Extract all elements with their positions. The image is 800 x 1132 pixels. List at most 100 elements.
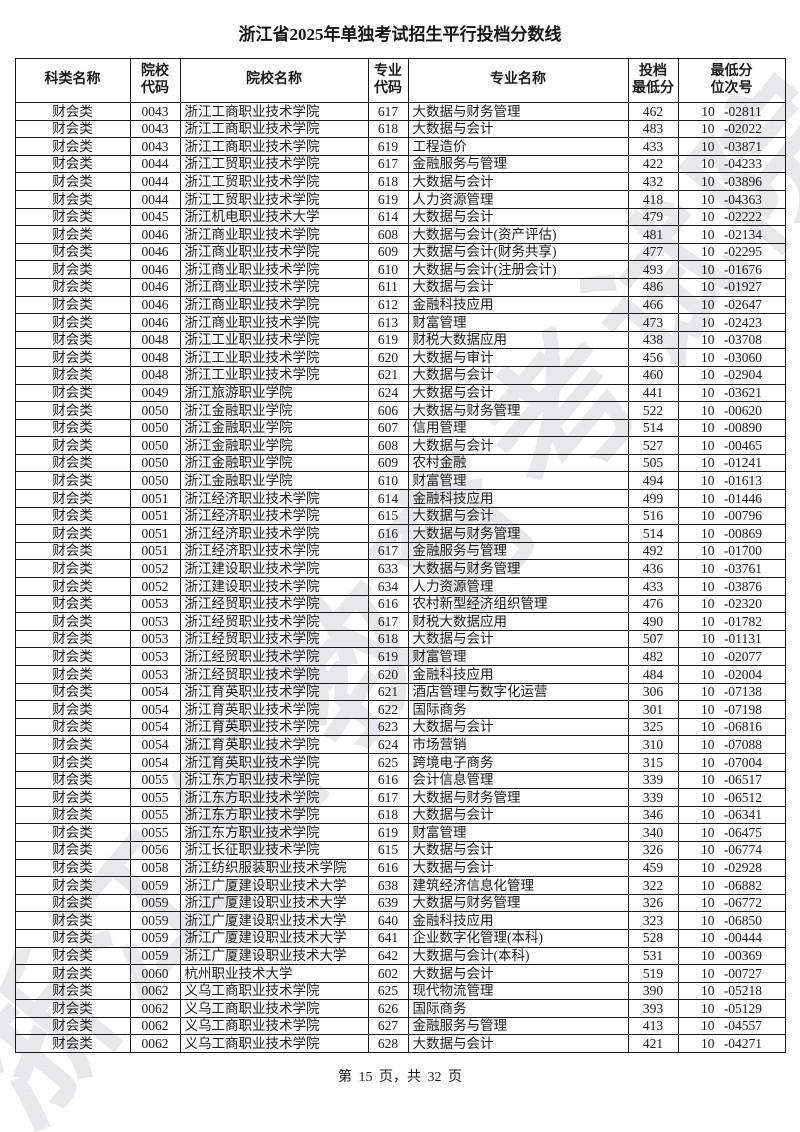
college_code-cell: 0043 (129, 119, 181, 139)
college_name-cell: 浙江旅游职业学院 (179, 383, 369, 403)
major_name-cell: 农村金融 (407, 453, 629, 473)
college_name-cell: 浙江工商职业技术学院 (179, 102, 369, 121)
major_name-cell: 大数据与审计 (407, 348, 629, 367)
major_code-cell: 610 (367, 471, 409, 491)
major_name-cell: 大数据与会计 (407, 365, 629, 385)
major_name-cell: 财富管理 (407, 823, 629, 842)
major_name-cell: 大数据与会计(财务共享) (407, 242, 629, 262)
college_code-cell: 0062 (129, 1016, 181, 1036)
table-row: 财会类 0043 浙江工商职业技术学院 617 大数据与财务管理 462 10 -02811 (14, 102, 786, 121)
min_score-cell: 301 (627, 700, 679, 719)
min_rank-cell: 10 -02423 (677, 313, 786, 332)
college_name-cell: 浙江经济职业技术学院 (179, 524, 369, 543)
college_name-cell: 浙江经济职业技术学院 (179, 541, 369, 561)
major_code-cell: 617 (367, 541, 409, 561)
min_rank-cell: 10 -02295 (677, 242, 786, 262)
college_code-cell: 0051 (129, 524, 181, 543)
category-cell: 财会类 (14, 102, 131, 121)
column-header-min_rank: 最低分 位次号 (677, 58, 786, 103)
college_code-cell: 0046 (129, 242, 181, 262)
college_name-cell: 浙江经贸职业技术学院 (179, 665, 369, 684)
major_code-cell: 613 (367, 313, 409, 332)
major_code-cell: 628 (367, 1034, 409, 1054)
college_name-cell: 浙江经贸职业技术学院 (179, 629, 369, 649)
major_name-cell: 大数据与会计 (407, 840, 629, 860)
college_name-cell: 浙江东方职业技术学院 (179, 805, 369, 825)
category-cell: 财会类 (14, 365, 131, 385)
major_name-cell: 建筑经济信息化管理 (407, 876, 629, 895)
major_code-cell: 618 (367, 629, 409, 649)
major_name-cell: 大数据与财务管理 (407, 893, 629, 913)
college_code-cell: 0049 (129, 383, 181, 403)
college_code-cell: 0052 (129, 559, 181, 579)
column-header-college_code: 院校 代码 (129, 58, 181, 103)
min_rank-cell: 10 -00465 (677, 436, 786, 455)
min_rank-cell: 10 -03876 (677, 577, 786, 596)
table-row: 财会类 0055 浙江东方职业技术学院 618 大数据与会计 346 10 -06341 (14, 805, 786, 825)
college_code-cell: 0046 (129, 277, 181, 297)
college_name-cell: 浙江经贸职业技术学院 (179, 612, 369, 631)
category-cell: 财会类 (14, 189, 131, 209)
college_code-cell: 0055 (129, 823, 181, 842)
min_rank-cell: 10 -07138 (677, 682, 786, 702)
table-row: 财会类 0052 浙江建设职业技术学院 633 大数据与财务管理 436 10 -03761 (14, 559, 786, 579)
major_name-cell: 大数据与会计 (407, 964, 629, 983)
min_score-cell: 466 (627, 295, 679, 315)
college_code-cell: 0051 (129, 506, 181, 526)
major_code-cell: 616 (367, 594, 409, 614)
min_rank-cell: 10 -03621 (677, 383, 786, 403)
college_code-cell: 0050 (129, 401, 181, 420)
min_rank-cell: 10 -06512 (677, 788, 786, 807)
major_code-cell: 626 (367, 999, 409, 1018)
min_rank-cell: 10 -00620 (677, 401, 786, 420)
major_name-cell: 跨境电子商务 (407, 752, 629, 772)
category-cell: 财会类 (14, 893, 131, 913)
major_code-cell: 616 (367, 524, 409, 543)
table-row: 财会类 0059 浙江广厦建设职业技术大学 641 企业数字化管理(本科) 528 10 -… (14, 928, 786, 948)
table-row: 财会类 0048 浙江工业职业技术学院 621 大数据与会计 460 10 -02904 (14, 365, 786, 385)
major_code-cell: 622 (367, 700, 409, 719)
college_code-cell: 0054 (129, 752, 181, 772)
min_score-cell: 528 (627, 928, 679, 948)
category-cell: 财会类 (14, 858, 131, 878)
min_score-cell: 326 (627, 893, 679, 913)
table-row: 财会类 0059 浙江广厦建设职业技术大学 638 建筑经济信息化管理 322 10 -06… (14, 876, 786, 895)
college_code-cell: 0044 (129, 172, 181, 191)
college_name-cell: 浙江育英职业技术学院 (179, 682, 369, 702)
major_name-cell: 金融服务与管理 (407, 154, 629, 174)
min_rank-cell: 10 -06774 (677, 840, 786, 860)
min_rank-cell: 10 -07088 (677, 735, 786, 754)
category-cell: 财会类 (14, 471, 131, 491)
college_name-cell: 浙江建设职业技术学院 (179, 559, 369, 579)
min_rank-cell: 10 -03871 (677, 137, 786, 156)
major_code-cell: 616 (367, 858, 409, 878)
college_name-cell: 浙江金融职业学院 (179, 471, 369, 491)
category-cell: 财会类 (14, 242, 131, 262)
category-cell: 财会类 (14, 805, 131, 825)
column-header-min_score: 投档 最低分 (627, 58, 679, 103)
table-row: 财会类 0056 浙江长征职业技术学院 615 大数据与会计 326 10 -06774 (14, 840, 786, 860)
major_code-cell: 610 (367, 260, 409, 279)
column-header-category: 科类名称 (14, 58, 131, 103)
major_code-cell: 642 (367, 946, 409, 966)
table-row: 财会类 0055 浙江东方职业技术学院 617 大数据与财务管理 339 10 -06512 (14, 788, 786, 807)
college_code-cell: 0048 (129, 348, 181, 367)
table-row: 财会类 0046 浙江商业职业技术学院 612 金融科技应用 466 10 -02647 (14, 295, 786, 315)
category-cell: 财会类 (14, 207, 131, 227)
min_rank-cell: 10 -06475 (677, 823, 786, 842)
major_code-cell: 609 (367, 453, 409, 473)
college_code-cell: 0060 (129, 964, 181, 983)
category-cell: 财会类 (14, 137, 131, 156)
table-row: 财会类 0046 浙江商业职业技术学院 613 财富管理 473 10 -02423 (14, 313, 786, 332)
min_score-cell: 483 (627, 119, 679, 139)
table-row: 财会类 0058 浙江纺织服装职业技术学院 616 大数据与会计 459 10 -02928 (14, 858, 786, 878)
min_rank-cell: 10 -00727 (677, 964, 786, 983)
column-header-major_code: 专业 代码 (367, 58, 409, 103)
min_rank-cell: 10 -01782 (677, 612, 786, 631)
table-row: 财会类 0062 义乌工商职业技术学院 625 现代物流管理 390 10 -05218 (14, 981, 786, 1001)
min_score-cell: 436 (627, 559, 679, 579)
table-row: 财会类 0048 浙江工业职业技术学院 620 大数据与审计 456 10 -03060 (14, 348, 786, 367)
table-row: 财会类 0050 浙江金融职业学院 607 信用管理 514 10 -00890 (14, 418, 786, 438)
college_name-cell: 浙江育英职业技术学院 (179, 735, 369, 754)
college_name-cell: 浙江商业职业技术学院 (179, 295, 369, 315)
